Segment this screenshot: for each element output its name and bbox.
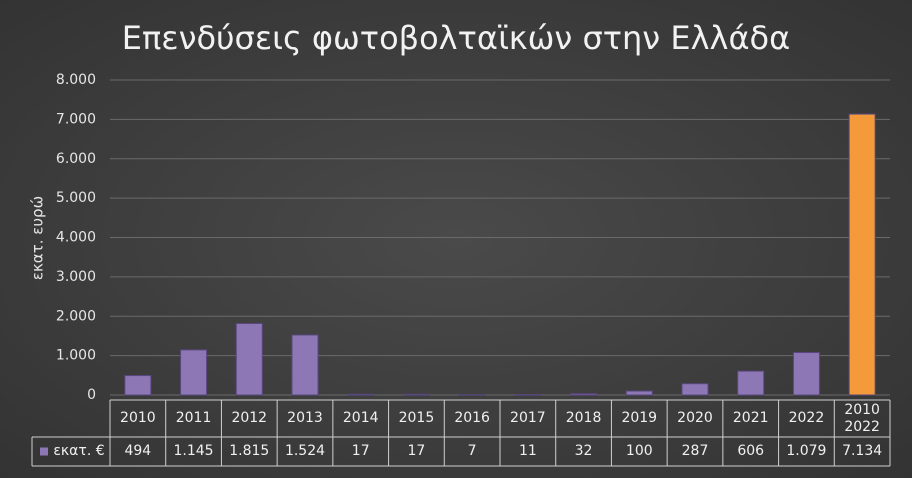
table-value: 1.524 <box>284 443 326 459</box>
x-tick-label: 2013 <box>287 410 323 426</box>
bar <box>291 334 319 396</box>
y-tick-label: 1.000 <box>56 348 96 364</box>
x-tick-label: 2010 2022 <box>844 401 880 435</box>
legend-swatch <box>40 447 48 456</box>
y-tick-label: 7.000 <box>56 111 96 127</box>
x-tick-label: 2022 <box>788 410 825 426</box>
x-tick-label: 2015 <box>398 410 435 426</box>
x-tick-label: 2019 <box>621 410 658 426</box>
x-tick-label: 2021 <box>732 410 769 426</box>
x-tick-label: 2010 <box>120 410 156 426</box>
y-axis-label: εκατ. ευρώ <box>29 196 47 280</box>
x-tick-label: 2014 <box>342 410 379 426</box>
table-value: 606 <box>737 443 765 459</box>
x-tick-label: 2017 <box>510 410 546 426</box>
legend-label: εκατ. € <box>53 443 105 459</box>
y-tick-label: 4.000 <box>56 230 96 246</box>
chart-title: Επενδύσεις φωτοβολταϊκών στην Ελλάδα <box>122 19 790 57</box>
y-tick-label: 0 <box>87 387 96 403</box>
y-tick-label: 2.000 <box>56 308 96 324</box>
table-value: 1.079 <box>786 443 827 459</box>
x-tick-label: 2016 <box>454 410 490 426</box>
bar <box>235 323 263 396</box>
bar <box>792 352 820 396</box>
table-value: 100 <box>625 443 653 459</box>
y-tick-label: 8.000 <box>56 72 96 88</box>
table-value: 17 <box>407 443 426 459</box>
bar <box>124 375 152 396</box>
bar <box>180 349 208 396</box>
table-value: 11 <box>518 443 537 459</box>
y-tick-label: 3.000 <box>56 269 96 285</box>
table-value: 17 <box>351 443 370 459</box>
table-value: 494 <box>124 443 152 459</box>
bar <box>402 393 430 396</box>
table-value: 1.815 <box>229 443 270 459</box>
bar <box>681 383 709 396</box>
table-value: 1.145 <box>173 443 214 459</box>
table-value: 32 <box>574 443 593 459</box>
bar <box>570 393 598 396</box>
x-tick-label: 2012 <box>231 410 268 426</box>
table-value: 7 <box>467 443 477 459</box>
bar <box>347 393 375 396</box>
bar <box>848 113 876 396</box>
y-tick-label: 5.000 <box>56 190 96 206</box>
x-tick-label: 2020 <box>677 410 713 426</box>
x-tick-label: 2018 <box>565 410 602 426</box>
table-value: 287 <box>681 443 709 459</box>
x-tick-label: 2011 <box>175 410 212 426</box>
table-value: 7.134 <box>842 443 883 459</box>
bar <box>625 390 653 396</box>
y-tick-label: 6.000 <box>56 151 96 167</box>
bar <box>737 370 765 396</box>
